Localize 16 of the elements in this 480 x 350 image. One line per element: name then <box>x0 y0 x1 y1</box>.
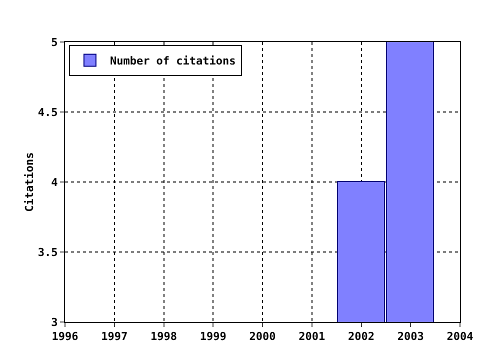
x-tick-label: 1999 <box>200 330 226 344</box>
x-tick-label: 2001 <box>298 330 326 344</box>
x-tick-label: 1997 <box>101 330 128 344</box>
x-tick-label: 2003 <box>397 330 424 344</box>
x-tick-label: 1998 <box>150 330 177 344</box>
y-axis-title: Citations <box>23 152 36 212</box>
x-tick-label: 1996 <box>52 330 79 344</box>
x-tick-label: 2004 <box>446 330 474 344</box>
y-tick-label: 3.5 <box>38 246 58 259</box>
legend-label: Number of citations <box>110 54 236 68</box>
y-tick-label: 4 <box>51 176 58 189</box>
y-tick-label: 4.5 <box>38 106 58 119</box>
x-tick-label: 2000 <box>249 330 276 344</box>
y-tick-label: 5 <box>51 36 58 49</box>
y-tick-label: 3 <box>51 316 58 329</box>
x-tick-label: 2002 <box>348 330 374 344</box>
